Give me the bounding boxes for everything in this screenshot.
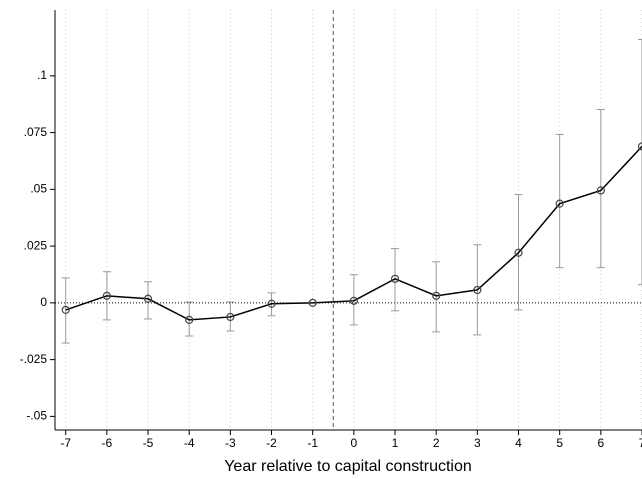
point — [349, 296, 358, 305]
x-axis-label: Year relative to capital construction — [224, 458, 472, 475]
y-tick-label: .025 — [24, 238, 48, 252]
x-tick-label: 7 — [639, 436, 642, 450]
point — [390, 274, 400, 283]
y-tick-label: 0 — [40, 295, 47, 309]
x-tick-label: 0 — [351, 436, 358, 450]
x-tick-label: 3 — [474, 436, 481, 450]
x-tick-label: 2 — [433, 436, 440, 450]
point — [61, 305, 70, 315]
x-tick-label: -1 — [307, 436, 318, 450]
line — [65, 145, 642, 321]
point — [308, 298, 317, 307]
point — [185, 315, 194, 324]
point — [226, 312, 235, 322]
x-tick-label: 6 — [597, 436, 604, 450]
point — [514, 248, 523, 257]
x-tick-label: -6 — [102, 436, 113, 450]
x-tick-label: 1 — [392, 436, 399, 450]
y-tick-label: -.025 — [20, 352, 48, 366]
x-tick-label: -7 — [60, 436, 71, 450]
x-tick-label: -4 — [184, 436, 195, 450]
x-tick-label: -3 — [225, 436, 236, 450]
point — [267, 299, 276, 308]
point — [102, 291, 111, 300]
y-tick-label: -.05 — [26, 409, 47, 423]
y-tick-label: .05 — [30, 182, 47, 196]
x-tick-label: 5 — [556, 436, 563, 450]
point — [637, 142, 642, 151]
point — [432, 291, 441, 300]
point — [596, 186, 605, 195]
x-tick-label: 4 — [515, 436, 522, 450]
point — [473, 285, 482, 295]
y-tick-label: .1 — [37, 68, 47, 82]
point — [555, 199, 564, 208]
y-tick-label: .075 — [24, 125, 48, 139]
x-tick-label: -5 — [143, 436, 154, 450]
point — [143, 294, 153, 303]
x-tick-label: -2 — [266, 436, 277, 450]
